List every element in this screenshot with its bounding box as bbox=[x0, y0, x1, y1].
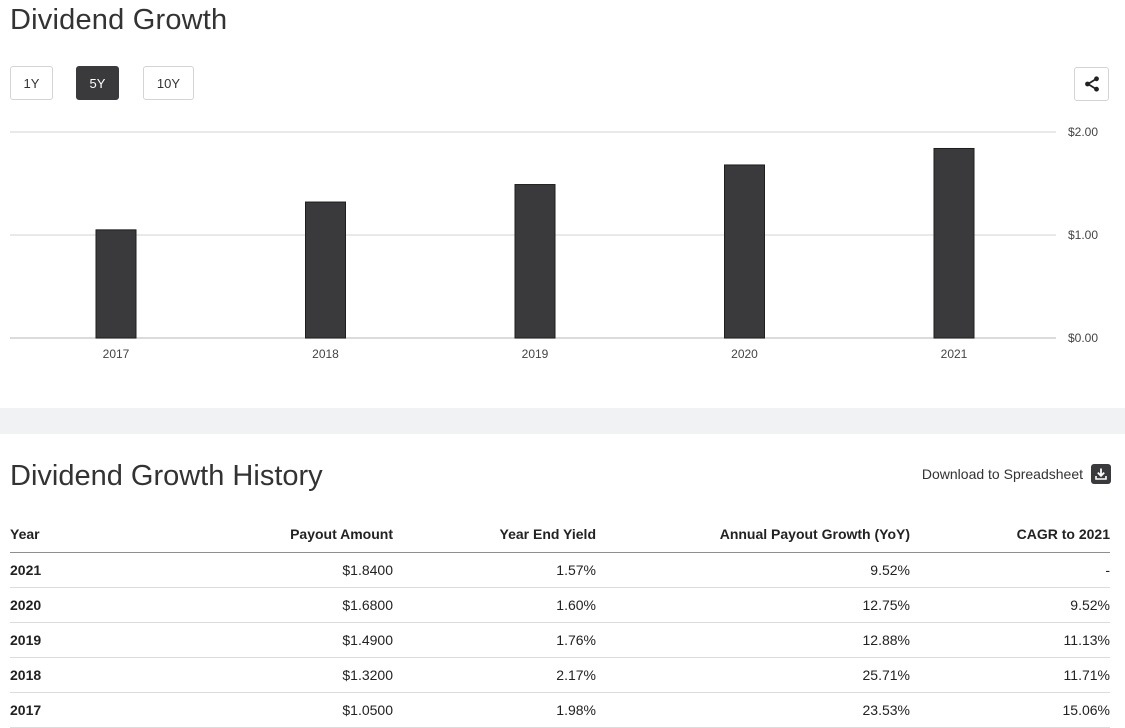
table-header-row: Year Payout Amount Year End Yield Annual… bbox=[10, 516, 1110, 553]
column-header-payout-amount[interactable]: Payout Amount bbox=[130, 516, 393, 553]
cell-payout-amount: $1.8400 bbox=[130, 552, 393, 588]
cell-cagr: 9.52% bbox=[910, 587, 1110, 623]
bar-2018[interactable] bbox=[305, 201, 346, 339]
table-row: 2021 $1.8400 1.57% 9.52% - bbox=[10, 552, 1110, 588]
y-tick-label: $2.00 bbox=[1068, 125, 1098, 139]
x-tick-label: 2017 bbox=[103, 347, 130, 361]
cell-cagr: 11.71% bbox=[910, 657, 1110, 693]
x-tick-label: 2020 bbox=[731, 347, 758, 361]
bar-2021[interactable] bbox=[933, 147, 975, 339]
cell-annual-growth: 23.53% bbox=[596, 692, 910, 728]
range-1y-button[interactable]: 1Y bbox=[10, 66, 53, 100]
x-tick-label: 2018 bbox=[312, 347, 339, 361]
bar-2020[interactable] bbox=[724, 164, 765, 339]
column-header-cagr[interactable]: CAGR to 2021 bbox=[910, 516, 1110, 553]
cell-annual-growth: 12.75% bbox=[596, 587, 910, 623]
cell-cagr: 15.06% bbox=[910, 692, 1110, 728]
dividend-bar-chart: 2017 2018 2019 2020 2021 $0.00 $1.00 $2.00 bbox=[10, 125, 1098, 361]
chart-bars bbox=[95, 147, 975, 339]
cell-year-end-yield: 1.57% bbox=[393, 552, 596, 588]
cell-year-end-yield: 1.60% bbox=[393, 587, 596, 623]
history-title: Dividend Growth History bbox=[10, 460, 323, 492]
cell-year: 2019 bbox=[10, 622, 130, 658]
cell-year: 2017 bbox=[10, 692, 130, 728]
dividend-history-table: Year Payout Amount Year End Yield Annual… bbox=[10, 516, 1110, 728]
range-5y-button[interactable]: 5Y bbox=[76, 66, 119, 100]
cell-payout-amount: $1.4900 bbox=[130, 622, 393, 658]
range-10y-button[interactable]: 10Y bbox=[143, 66, 194, 100]
cell-year: 2021 bbox=[10, 552, 130, 588]
table-row: 2017 $1.0500 1.98% 23.53% 15.06% bbox=[10, 692, 1110, 728]
chart-y-axis: $0.00 $1.00 $2.00 bbox=[1068, 125, 1098, 345]
x-tick-label: 2019 bbox=[522, 347, 549, 361]
bar-2017[interactable] bbox=[95, 229, 137, 339]
cell-payout-amount: $1.6800 bbox=[130, 587, 393, 623]
column-header-annual-payout-growth[interactable]: Annual Payout Growth (YoY) bbox=[596, 516, 910, 553]
cell-annual-growth: 9.52% bbox=[596, 552, 910, 588]
chart-x-axis: 2017 2018 2019 2020 2021 bbox=[103, 347, 968, 361]
cell-year-end-yield: 2.17% bbox=[393, 657, 596, 693]
download-label: Download to Spreadsheet bbox=[921, 466, 1083, 482]
cell-year: 2020 bbox=[10, 587, 130, 623]
bar-2019[interactable] bbox=[514, 184, 556, 339]
cell-year-end-yield: 1.98% bbox=[393, 692, 596, 728]
cell-payout-amount: $1.3200 bbox=[130, 657, 393, 693]
cell-year-end-yield: 1.76% bbox=[393, 622, 596, 658]
x-tick-label: 2021 bbox=[941, 347, 968, 361]
cell-payout-amount: $1.0500 bbox=[130, 692, 393, 728]
y-tick-label: $0.00 bbox=[1068, 331, 1098, 345]
share-button[interactable] bbox=[1074, 67, 1109, 101]
table-row: 2019 $1.4900 1.76% 12.88% 11.13% bbox=[10, 622, 1110, 658]
table-row: 2020 $1.6800 1.60% 12.75% 9.52% bbox=[10, 587, 1110, 623]
column-header-year-end-yield[interactable]: Year End Yield bbox=[393, 516, 596, 553]
cell-year: 2018 bbox=[10, 657, 130, 693]
share-icon bbox=[1084, 76, 1099, 92]
table-row: 2018 $1.3200 2.17% 25.71% 11.71% bbox=[10, 657, 1110, 693]
page-title: Dividend Growth bbox=[10, 4, 228, 36]
cell-cagr: - bbox=[910, 552, 1110, 588]
column-header-year[interactable]: Year bbox=[10, 516, 130, 553]
cell-cagr: 11.13% bbox=[910, 622, 1110, 658]
y-tick-label: $1.00 bbox=[1068, 228, 1098, 242]
download-icon bbox=[1091, 464, 1111, 484]
section-divider bbox=[0, 408, 1125, 434]
download-spreadsheet-link[interactable]: Download to Spreadsheet bbox=[922, 464, 1111, 484]
cell-annual-growth: 12.88% bbox=[596, 622, 910, 658]
cell-annual-growth: 25.71% bbox=[596, 657, 910, 693]
